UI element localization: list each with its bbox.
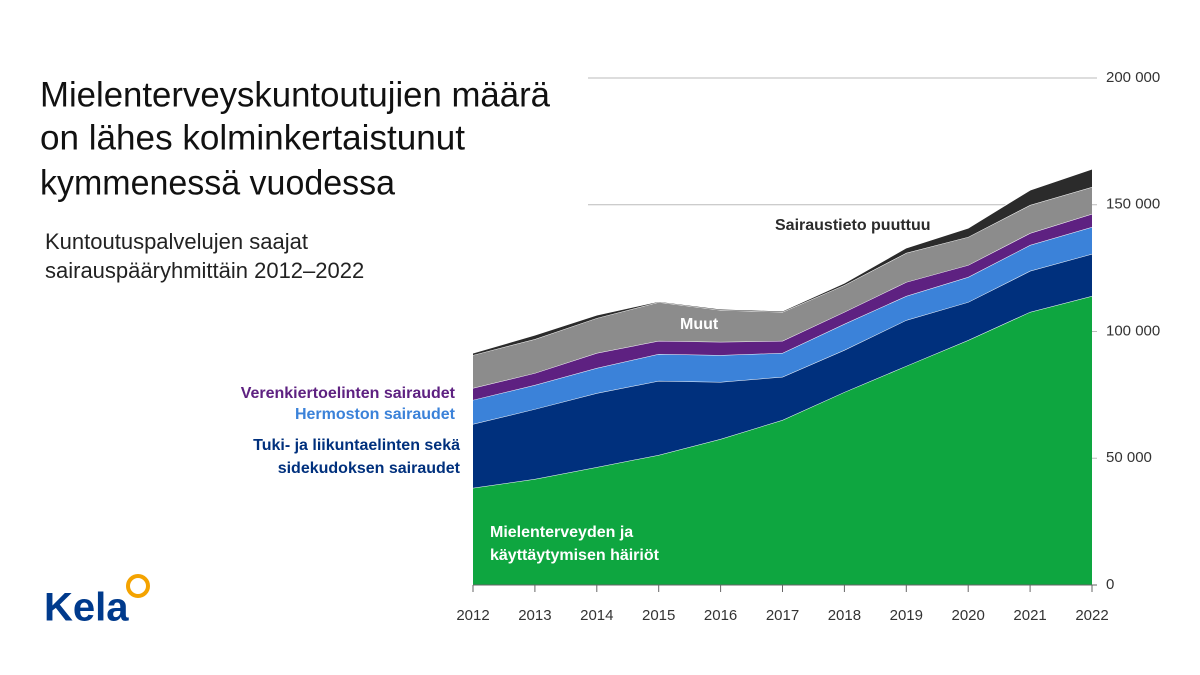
chart-subtitle: sairauspääryhmittäin 2012–2022 [45,258,364,283]
series-label: Muut [680,316,719,333]
y-tick-label: 150 000 [1106,196,1160,213]
x-tick-label: 2018 [828,607,861,624]
chart-subtitle: Kuntoutuspalvelujen saajat [45,229,308,254]
chart-title: kymmenessä vuodessa [40,163,396,202]
x-tick-label: 2022 [1075,607,1108,624]
series-label: Verenkiertoelinten sairaudet [240,385,455,402]
x-tick-label: 2021 [1013,607,1046,624]
y-tick-label: 100 000 [1106,322,1160,339]
x-tick-label: 2013 [518,607,551,624]
area-edge [472,168,1093,354]
logo-icon [126,574,150,598]
x-tick-label: 2019 [890,607,923,624]
chart-title: Mielenterveyskuntoutujien määrä [40,75,551,114]
area [473,253,1092,488]
series-label: Tuki- ja liikuntaelinten sekä sidekudoks… [253,437,460,477]
y-tick-label: 0 [1106,576,1114,593]
x-tick-label: 2017 [766,607,799,624]
x-tick-label: 2020 [952,607,985,624]
series-label: Sairaustieto puuttuu [775,217,931,234]
area [473,227,1092,425]
area [473,187,1092,389]
area [473,296,1092,585]
y-tick-label: 50 000 [1106,449,1152,466]
logo: Kela [44,586,129,630]
series-label: Mielenterveyden ja käyttäytymisen häiriö… [490,524,659,564]
series-label: Hermoston sairaudet [294,406,455,423]
area [473,213,1092,400]
x-tick-label: 2014 [580,607,613,624]
chart-title: on lähes kolminkertaistunut [40,118,465,157]
x-tick-label: 2015 [642,607,675,624]
y-tick-label: 200 000 [1106,69,1160,86]
x-tick-label: 2016 [704,607,737,624]
x-tick-label: 2012 [456,607,489,624]
